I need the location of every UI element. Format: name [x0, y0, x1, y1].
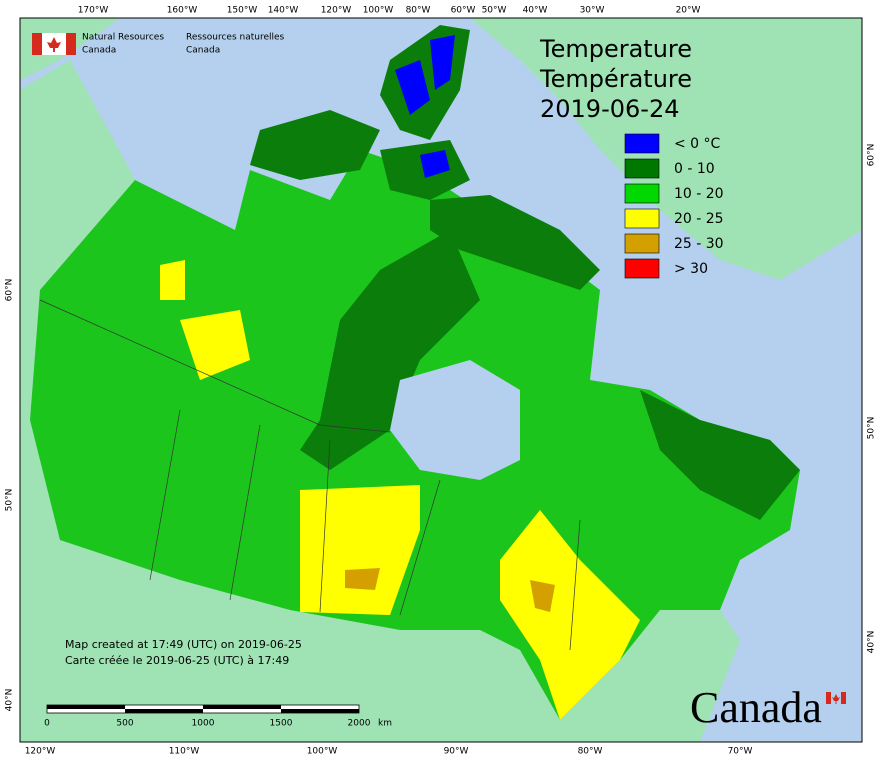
cool-region — [640, 390, 800, 520]
legend-swatch — [624, 158, 660, 179]
latitude-label: 60°N — [5, 279, 15, 302]
hudson-bay — [390, 360, 520, 480]
cold-patch — [430, 35, 455, 90]
latitude-label: 50°N — [5, 489, 15, 512]
latitude-label: 50°N — [867, 417, 877, 440]
latitude-label: 40°N — [867, 631, 877, 654]
scale-label: 2000 — [348, 719, 371, 729]
longitude-label: 50°W — [482, 6, 507, 16]
latitude-label: 60°N — [867, 144, 877, 167]
cold-patch — [395, 60, 430, 115]
wordmark-flag — [826, 692, 846, 704]
scale-label: 500 — [116, 719, 133, 729]
arctic-island — [250, 110, 380, 180]
hot-patch — [530, 580, 555, 612]
longitude-label: 100°W — [363, 6, 394, 16]
legend-label: 25 - 30 — [674, 236, 724, 252]
warm-region — [180, 310, 250, 380]
longitude-label: 110°W — [169, 747, 200, 757]
latitude-label: 40°N — [5, 689, 15, 712]
scale-label: 1000 — [192, 719, 215, 729]
agency-en: Canada — [82, 46, 116, 56]
frame — [19, 17, 863, 743]
longitude-label: 120°W — [321, 6, 352, 16]
longitude-label: 30°W — [580, 6, 605, 16]
scale-unit: km — [378, 719, 392, 729]
legend-swatch — [624, 258, 660, 279]
scale-label: 0 — [44, 719, 50, 729]
cold-patch — [420, 150, 450, 178]
legend-swatch — [624, 183, 660, 204]
legend-label: 0 - 10 — [674, 161, 715, 177]
longitude-label: 90°W — [444, 747, 469, 757]
longitude-label: 150°W — [227, 6, 258, 16]
title: Temperature — [539, 35, 692, 63]
longitude-label: 120°W — [25, 747, 56, 757]
longitude-label: 60°W — [451, 6, 476, 16]
legend-swatch — [624, 208, 660, 229]
longitude-label: 80°W — [406, 6, 431, 16]
wordmark: Canada — [690, 683, 822, 732]
longitude-label: 20°W — [676, 6, 701, 16]
warm-region — [500, 510, 640, 720]
baffin — [430, 195, 600, 290]
longitude-label: 40°W — [523, 6, 548, 16]
agency-fr: Ressources naturelles — [186, 33, 285, 43]
longitude-label: 140°W — [268, 6, 299, 16]
longitude-label: 160°W — [167, 6, 198, 16]
credit: Carte créée le 2019-06-25 (UTC) à 17:49 — [65, 654, 289, 667]
legend: < 0 °C 0 - 10 10 - 20 20 - 25 25 - 30 > 30 — [624, 133, 724, 279]
agency-flag — [32, 33, 76, 55]
coordinates: 170°W 160°W 150°W 140°W 120°W 100°W 80°W 60°W 50… — [5, 6, 877, 757]
cool-region — [300, 230, 480, 470]
agency-en: Natural Resources — [82, 33, 164, 43]
warm-region — [160, 260, 185, 300]
legend-label: > 30 — [674, 261, 708, 277]
greenland — [470, 18, 862, 280]
legend-label: 10 - 20 — [674, 186, 724, 202]
longitude-label: 70°W — [728, 747, 753, 757]
longitude-label: 170°W — [78, 6, 109, 16]
legend-label: < 0 °C — [674, 136, 721, 152]
scale-labels: 0 500 1000 1500 2000 km — [44, 719, 392, 729]
hot-patch — [345, 568, 380, 590]
legend-swatch — [624, 133, 660, 154]
warm-region — [300, 485, 420, 615]
title: Température — [539, 65, 692, 93]
us-alaska-land — [20, 60, 740, 742]
date: 2019-06-24 — [540, 95, 679, 123]
scale-label: 1500 — [270, 719, 293, 729]
longitude-label: 80°W — [578, 747, 603, 757]
boundaries — [39, 299, 581, 651]
longitude-label: 100°W — [307, 747, 338, 757]
scale-bar — [46, 704, 360, 714]
credit: Map created at 17:49 (UTC) on 2019-06-25 — [65, 638, 302, 651]
legend-swatch — [624, 233, 660, 254]
legend-label: 20 - 25 — [674, 211, 724, 227]
agency-fr: Canada — [186, 46, 220, 56]
